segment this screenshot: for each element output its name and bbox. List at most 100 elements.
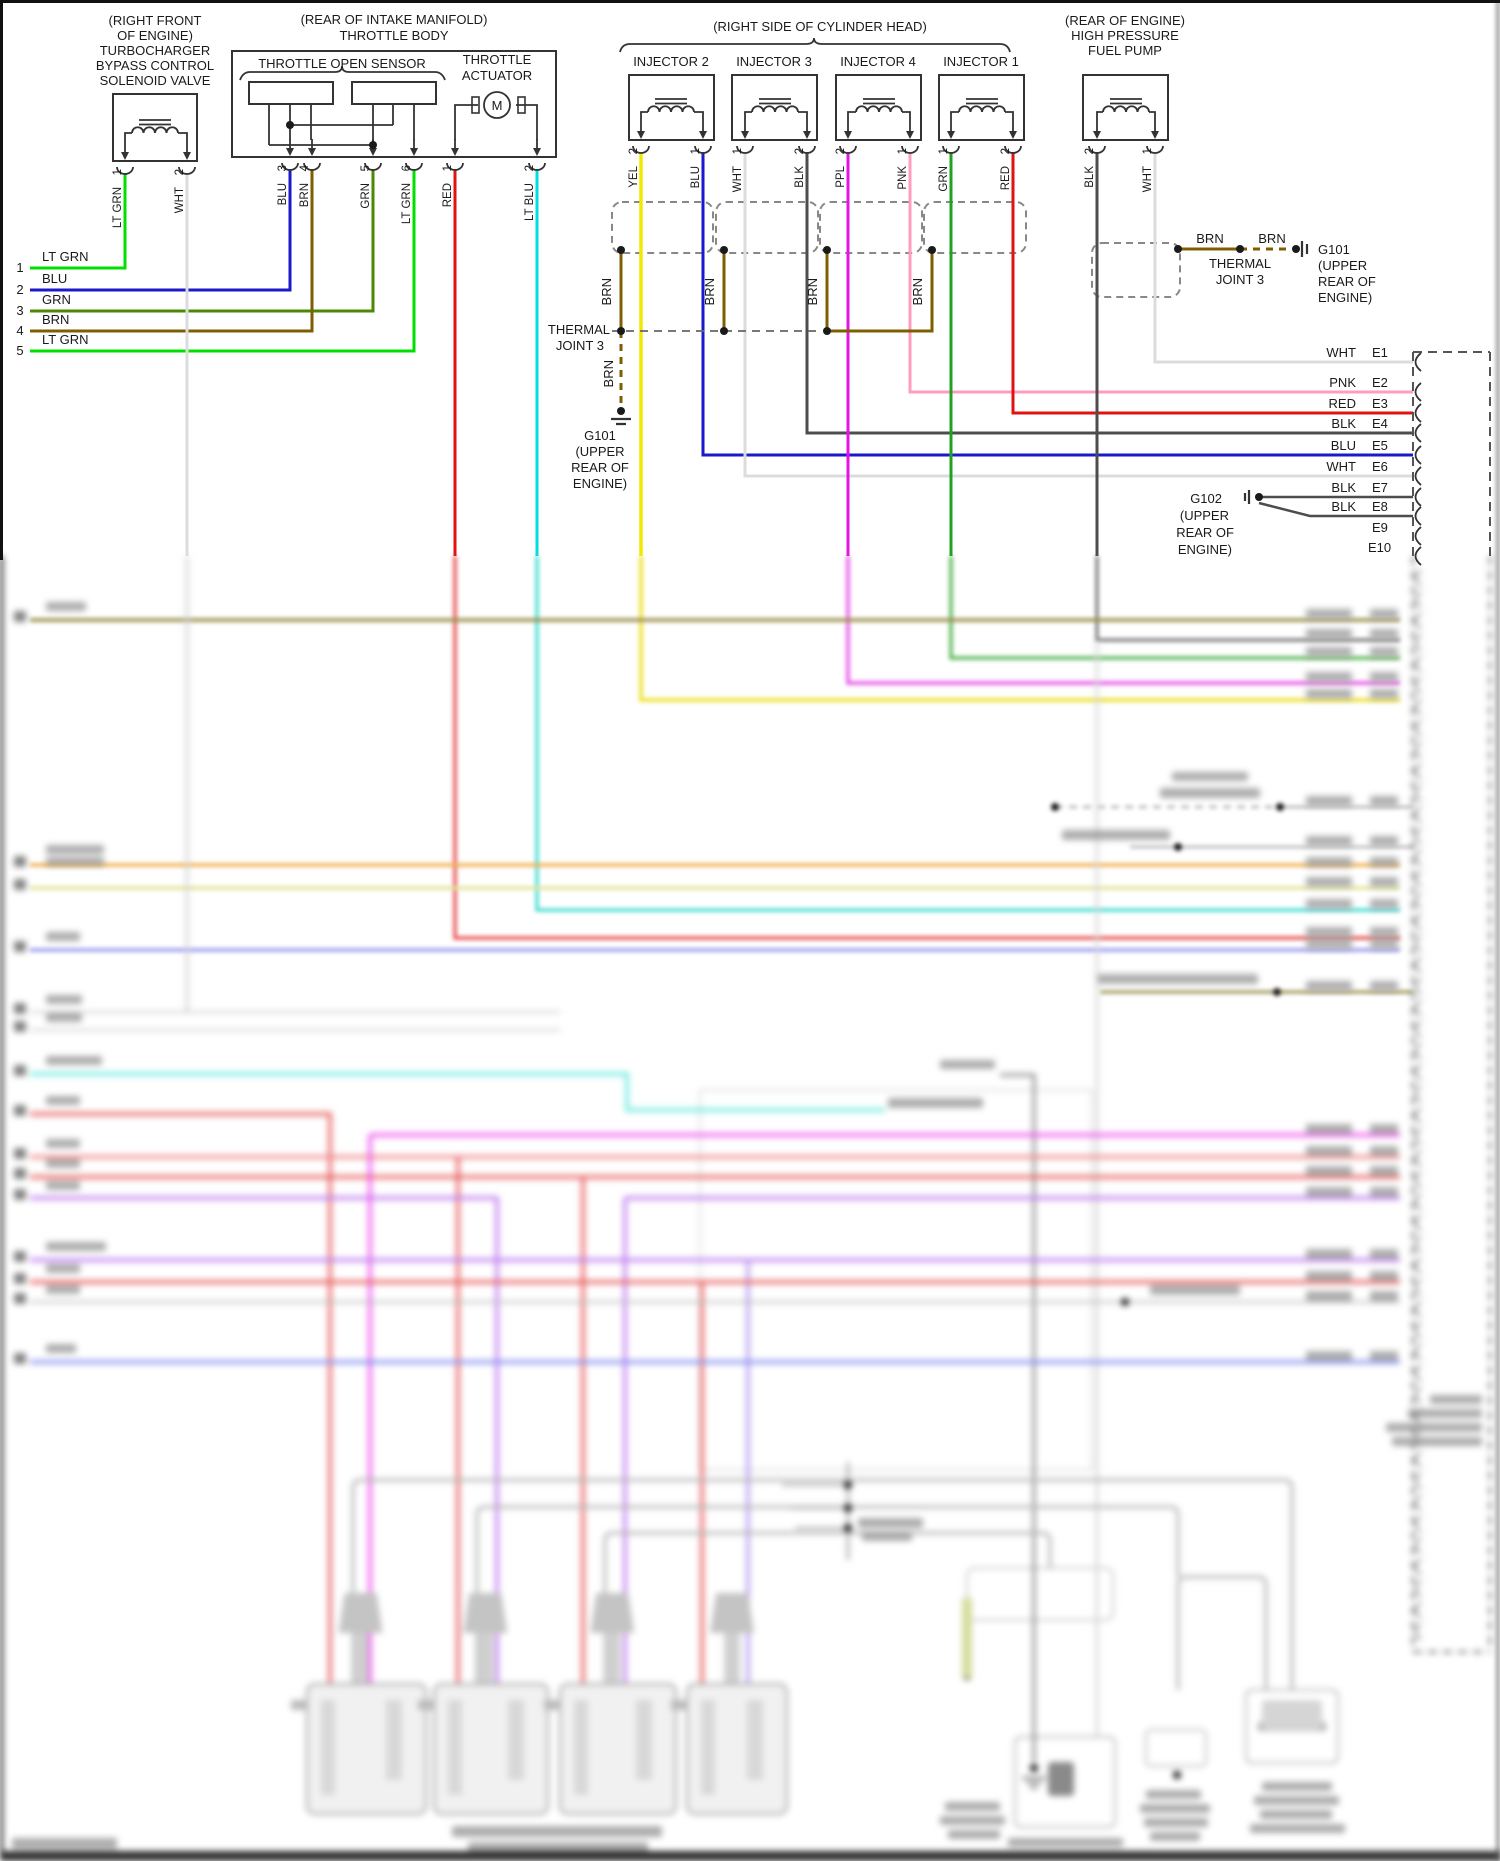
bottom-box-under-pump	[1014, 1736, 1116, 1828]
text-blob	[1140, 1804, 1210, 1813]
e-pin-hook-blur-icon	[1415, 891, 1422, 910]
pin-id-blob	[1370, 877, 1398, 887]
pin-arrowhead-icon	[121, 152, 129, 160]
g101-left-4: ENGINE)	[573, 476, 627, 491]
text-blob	[940, 1816, 1005, 1825]
pin-color-label: PNK	[897, 166, 909, 190]
text-blob	[940, 1060, 995, 1069]
motor-plate-left	[471, 96, 480, 114]
brn-joint-seg	[827, 250, 934, 333]
pin-number-label: 1	[938, 148, 950, 154]
e-pin-hook-blur-icon	[1415, 1149, 1422, 1168]
pin-id-blob	[1370, 1351, 1398, 1361]
pin-grn-5: 5 GRN	[360, 139, 382, 209]
pin-color-label: LT GRN	[112, 187, 124, 228]
pin-hook-icon	[281, 162, 299, 171]
e-pin-hook-icon	[1414, 487, 1422, 507]
pin-id-blob	[1370, 647, 1398, 657]
wire2-blu	[30, 169, 292, 292]
e-pin-hook-blur-icon	[1415, 913, 1422, 931]
e-pin-hook-blur-icon	[1415, 805, 1422, 824]
pump-name-1: HIGH PRESSURE	[1071, 28, 1179, 43]
e-pin-hook-blur-icon	[1415, 1558, 1422, 1576]
text-blob	[46, 932, 80, 941]
e10-pin: E10	[1368, 540, 1391, 555]
text-blob	[46, 857, 104, 866]
sensor-box-1	[248, 81, 334, 105]
row-number-blob	[14, 611, 26, 622]
bottom-module-3	[544, 1593, 678, 1816]
wire-color-blob	[1306, 857, 1352, 867]
sharp-layer: 1 LT GRN 2 WHT 3 BLU 4 BRN 5 GRN 6 LT GRN 1 RED 2 LT BL…	[0, 0, 1500, 566]
wire-color-blob	[1306, 672, 1352, 682]
pin-id-blob	[1370, 1249, 1398, 1259]
pin-color-label: RED	[442, 183, 454, 207]
pin-number-label: 2	[1084, 148, 1096, 154]
harness-conn-3	[819, 201, 923, 254]
pin-hook-icon	[405, 162, 423, 171]
junction-dot	[1292, 245, 1300, 253]
e-pin-hook-blur-icon	[1415, 827, 1422, 845]
e-pin-hook-blur-icon	[1415, 1579, 1422, 1598]
e-pin-hook-blur-icon	[1415, 569, 1422, 587]
e3-color: RED	[1329, 396, 1356, 411]
thermal3-right-1: THERMAL	[1209, 256, 1271, 271]
row-number-blob	[14, 1273, 26, 1284]
e9-pin: E9	[1372, 520, 1388, 535]
pin-color-label: WHT	[1142, 166, 1154, 192]
row-number-blob	[14, 1148, 26, 1159]
junction-dot	[720, 246, 728, 254]
pin-id-blob	[1370, 1291, 1398, 1301]
blk-pump-cont	[1095, 556, 1400, 642]
text-blob	[1160, 788, 1260, 798]
injector1-box	[938, 74, 1025, 141]
cylhead-label: (RIGHT SIDE OF CYLINDER HEAD)	[713, 19, 927, 34]
text-blob	[12, 1838, 117, 1849]
junction-dot	[1030, 1764, 1038, 1772]
wire-color-blob	[1306, 689, 1352, 699]
junction-dot	[1173, 1771, 1181, 1779]
text-blob	[46, 845, 104, 854]
rowlabel-2: BLU	[42, 271, 67, 286]
text-blob	[46, 1139, 80, 1148]
pin-color-label: WHT	[174, 187, 186, 213]
coil-windings	[131, 126, 179, 134]
e-pin-hook-blur-icon	[1415, 1321, 1422, 1340]
text-blob	[1262, 1782, 1332, 1791]
motor-lead-left	[454, 104, 478, 140]
wire-color-blob	[1306, 939, 1352, 949]
row-number-blob	[14, 879, 26, 890]
pin-hook-icon	[736, 145, 754, 154]
g102-2: (UPPER	[1180, 508, 1229, 523]
injector3-coil	[744, 98, 808, 122]
wire-color-blob	[1306, 629, 1352, 639]
e-pin-hook-blur-icon	[1415, 1386, 1422, 1404]
pin-id-blob	[1370, 629, 1398, 639]
module-bar	[386, 1700, 402, 1780]
module-side-stub	[671, 1700, 687, 1710]
blurred-mid-layer	[30, 0, 1500, 1861]
junction-dot	[720, 327, 728, 335]
e-pin-hook-blur-icon	[1415, 1493, 1422, 1512]
pin-id-blob	[1370, 857, 1398, 867]
yellow-green-element	[962, 1598, 972, 1678]
e1-color: WHT	[1326, 345, 1356, 360]
pin-blk-2: 2 BLK	[1084, 122, 1106, 188]
pin-yel-2: 2 YEL	[628, 122, 650, 188]
junction-dot	[369, 141, 377, 149]
page-border-bottom	[0, 1851, 1500, 1861]
pin-color-label: YEL	[628, 165, 640, 187]
pin-id-blob	[1370, 981, 1398, 991]
pin-id-blob	[1370, 672, 1398, 682]
e-conn-box-blur	[1412, 556, 1491, 1653]
pin-arrowhead-icon	[906, 131, 914, 139]
pin-hook-icon	[942, 145, 960, 154]
wht-pump-e1	[1153, 152, 1413, 364]
pin-number-label: 1	[690, 148, 702, 154]
injector2-label: INJECTOR 2	[633, 54, 709, 69]
solenoid-name-3: SOLENOID VALVE	[100, 73, 211, 88]
brn-stub4: BRN	[910, 278, 925, 305]
e-pin-hook-blur-icon	[1415, 741, 1422, 759]
junction-dot	[823, 246, 831, 254]
text-blob	[468, 1842, 648, 1852]
